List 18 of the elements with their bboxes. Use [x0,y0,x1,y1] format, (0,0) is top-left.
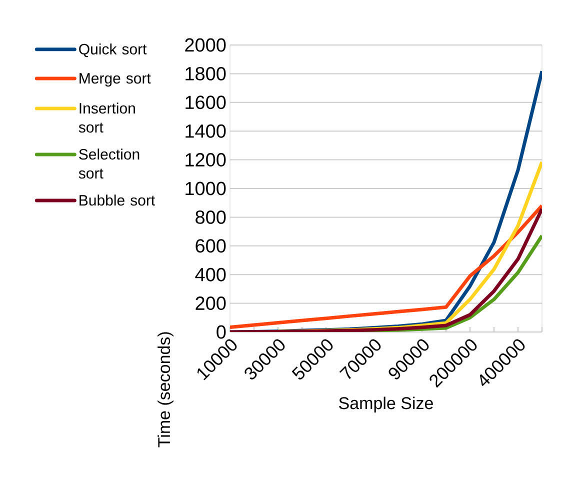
legend-label: Selection sort [78,148,140,179]
legend-label: Quick sort [79,43,147,58]
y-tick-label: 1800 [186,66,226,80]
legend-label: Insertion sort [78,102,135,133]
y-tick-label: 400 [195,268,226,282]
y-axis-title: Time (seconds) [158,332,174,448]
y-tick-label: 800 [196,210,226,224]
x-axis-title: Sample Size [339,396,433,413]
y-tick-label: 200 [196,296,226,310]
y-tick-label: 1000 [186,182,226,196]
y-tick-label: 2000 [185,38,226,52]
legend-label: Merge sort [80,73,151,87]
legend-label: Bubble sort [80,194,155,206]
y-tick-label: 600 [196,239,226,253]
y-tick-label: 1400 [186,124,226,138]
y-tick-label: 1600 [186,96,226,110]
y-tick-label: 1200 [186,153,226,167]
y-tick-label: 0 [216,325,226,339]
